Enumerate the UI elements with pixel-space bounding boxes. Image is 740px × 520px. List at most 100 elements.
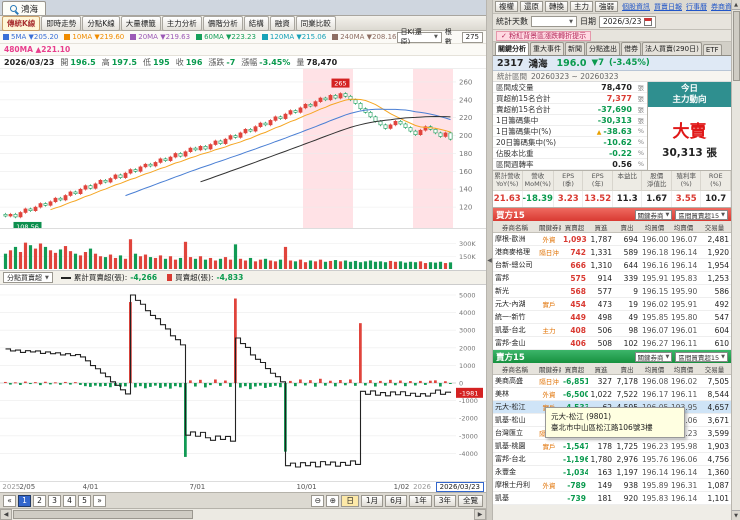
chart-tab[interactable]: 即時走勢	[41, 15, 82, 31]
buy-row[interactable]: 港商麥格理 隔日沖 742 1,331 589 196.18 196.14 1,920	[493, 246, 731, 259]
cell: 19	[628, 299, 638, 309]
range-button[interactable]: 3年	[433, 494, 456, 507]
page-button[interactable]: 1	[18, 494, 31, 507]
analysis-tab[interactable]: ETF	[702, 44, 722, 55]
buy-row[interactable]: 統一-新竹 449 498 49 195.85 195.80 547	[493, 311, 731, 324]
today-amount: 30,313 張	[662, 147, 717, 160]
chart-tab[interactable]: 融資	[269, 15, 295, 31]
netflow-chart[interactable]: 5000 4000 3000 2000 1000 0 -1000 -2000 -3000 -400…	[0, 285, 486, 481]
buy-row[interactable]: 富邦 575 914 339 195.91 195.83 1,253	[493, 272, 731, 285]
toolbar-link[interactable]: 券商資訊	[711, 2, 731, 11]
page-button[interactable]: 2	[33, 494, 46, 507]
date-input[interactable]: 2026/3/23	[599, 15, 657, 28]
sell-row[interactable]: 摩根士丹利 外資 -789 149 938 195.89 196.31 1,087	[493, 479, 731, 492]
column-header: 交易量	[704, 365, 725, 374]
zoom-out-icon[interactable]: ⊖	[311, 494, 325, 507]
bars-count-input[interactable]: 275	[461, 31, 483, 43]
analysis-tab[interactable]: 重大事件	[530, 42, 564, 55]
sell-row[interactable]: 美林 外資 -6,500 1,022 7,522 196.17 196.11 8,544	[493, 388, 731, 401]
page-button[interactable]: 5	[78, 494, 91, 507]
toolbar-link[interactable]: 行事曆	[686, 2, 707, 11]
chart-tab[interactable]: 分點K線	[82, 15, 120, 31]
broker-name: 摩根-歐洲	[495, 235, 526, 243]
analysis-tab[interactable]: 新聞	[565, 42, 585, 55]
toolbar-button[interactable]: 主力	[570, 1, 593, 12]
analysis-tab[interactable]: 分點進出	[586, 42, 620, 55]
metric-header-line2: 淨值比	[646, 179, 667, 188]
chart-tab[interactable]: 大量標籤	[120, 15, 161, 31]
chart-tab[interactable]: 結構	[243, 15, 269, 31]
sell-row[interactable]: 富邦-台北 -1,196 1,780 2,976 195.76 196.06 4,756	[493, 453, 731, 466]
sell-row[interactable]: 凱基-桃園 實戶 -1,547 178 1,725 196.23 195.98 1,903	[493, 440, 731, 453]
buy-row[interactable]: 新光 568 577 9 196.15 195.90 586	[493, 285, 731, 298]
vertical-scrollbar[interactable]: ▲ ▼	[731, 0, 740, 520]
toolbar-button[interactable]: 強弱	[595, 1, 618, 12]
cell: -6,500	[563, 389, 588, 399]
cell: 195.80	[671, 312, 698, 322]
chart-tab[interactable]: 主力分析	[161, 15, 202, 31]
chart-tab[interactable]: 價階分析	[202, 15, 243, 31]
range-button[interactable]: 6月	[385, 494, 408, 507]
cell: 1,787	[590, 234, 612, 244]
scroll-left-arrow-icon[interactable]: ◀	[0, 509, 12, 520]
buy-filter-key-broker[interactable]: 關鍵券商 ▼	[634, 209, 673, 220]
cell: 163	[597, 467, 612, 477]
sell-row[interactable]: 美商高盛 隔日沖 -6,851 327 7,178 196.08 196.02 7,505	[493, 375, 731, 388]
ohlc-低: 低 195	[143, 57, 170, 68]
toolbar-link[interactable]: 個股資訊	[622, 2, 650, 11]
buy-row[interactable]: 凱基-台北 主力 408 506 98 196.07 196.01 604	[493, 324, 731, 337]
chart-tab[interactable]: 傳統K線	[2, 15, 41, 31]
horizontal-scroll-thumb[interactable]	[13, 510, 193, 519]
kline-period-select[interactable]: 日K(還原) ▼	[396, 28, 442, 46]
toolbar-button[interactable]: 複權	[495, 1, 518, 12]
page-next-icon[interactable]: »	[93, 494, 106, 507]
chart-tab[interactable]: 同業比較	[295, 15, 336, 31]
svg-text:-2000: -2000	[459, 415, 478, 423]
analysis-tab[interactable]: 借券	[621, 42, 641, 55]
zoom-in-icon[interactable]: ⊕	[326, 494, 340, 507]
buy-row[interactable]: 台新-總公司 666 1,310 644 196.16 196.14 1,954	[493, 259, 731, 272]
metric-value: 13.52	[583, 191, 613, 207]
sell-filter-range[interactable]: 區間買賣超15 ▼	[675, 351, 728, 362]
cell: 196.27	[642, 338, 669, 348]
svg-text:240: 240	[459, 96, 472, 104]
scroll-up-arrow-icon[interactable]: ▲	[731, 0, 740, 10]
stock-tab[interactable]: 鴻海	[2, 1, 47, 15]
cell: 外資	[542, 391, 556, 399]
range-button[interactable]: 全覽	[458, 494, 483, 507]
range-button[interactable]: 1年	[409, 494, 432, 507]
candlestick-chart[interactable]: 260 240 220 200 180 160 140 120 265 108.56	[0, 69, 486, 229]
buy-row[interactable]: 富邦-金山 406 508 102 196.27 196.11 610	[493, 337, 731, 350]
buy-row[interactable]: 元大-內湖 實戶 454 473 19 196.02 195.91 492	[493, 298, 731, 311]
sell-row[interactable]: 凱基 -739 181 920 195.83 196.14 1,101	[493, 492, 731, 505]
analysis-tab[interactable]: 法人買賣(290日)	[642, 42, 702, 55]
buy-filter-range[interactable]: 區間買賣超15 ▼	[675, 209, 728, 220]
stat-row: 佔股本比重 -0.22%	[493, 148, 647, 159]
scroll-down-arrow-icon[interactable]: ▼	[731, 510, 740, 520]
vertical-scroll-thumb[interactable]	[732, 11, 740, 81]
page-prev-icon[interactable]: «	[3, 494, 16, 507]
pink-zone-hint-badge[interactable]: ✓ 粉紅背景區漲跌轉折提示	[496, 30, 592, 41]
page-button[interactable]: 3	[48, 494, 61, 507]
page-button[interactable]: 4	[63, 494, 76, 507]
toolbar-button[interactable]: 轉換	[545, 1, 568, 12]
analysis-tab[interactable]: 關鍵分析	[495, 42, 529, 55]
toolbar-button[interactable]: 還原	[520, 1, 543, 12]
buy-row[interactable]: 摩根-歐洲 外資 1,093 1,787 694 196.00 196.07 2,481	[493, 233, 731, 246]
cell: 196.14	[671, 493, 698, 503]
panel-splitter[interactable]: ◀	[487, 0, 493, 520]
sell-filter-key-broker[interactable]: 關鍵券商 ▼	[634, 351, 673, 362]
sell-row[interactable]: 永豐金 -1,034 163 1,197 196.14 196.14 1,360	[493, 466, 731, 479]
horizontal-scrollbar[interactable]: ◀ ▶	[0, 508, 486, 520]
volume-chart[interactable]: 300K 150K	[0, 229, 486, 271]
cell: 4,756	[707, 454, 729, 464]
scroll-right-arrow-icon[interactable]: ▶	[474, 509, 486, 520]
toolbar-link[interactable]: 買賣日報	[654, 2, 682, 11]
chevron-down-icon: ▼	[721, 211, 725, 218]
metric-header: EPS (季)	[553, 171, 584, 191]
range-button[interactable]: 1月	[360, 494, 384, 507]
stat-days-select[interactable]: ▼	[531, 16, 577, 27]
fundamental-metrics: 累計營收 YoY(%) 營收 MoM(%) EPS (季) EPS (年) 本益比 股價 淨值比 殖利…	[493, 171, 731, 208]
range-button[interactable]: 日	[341, 494, 359, 507]
netflow-select[interactable]: 分點買賣超 ▼	[3, 272, 53, 283]
